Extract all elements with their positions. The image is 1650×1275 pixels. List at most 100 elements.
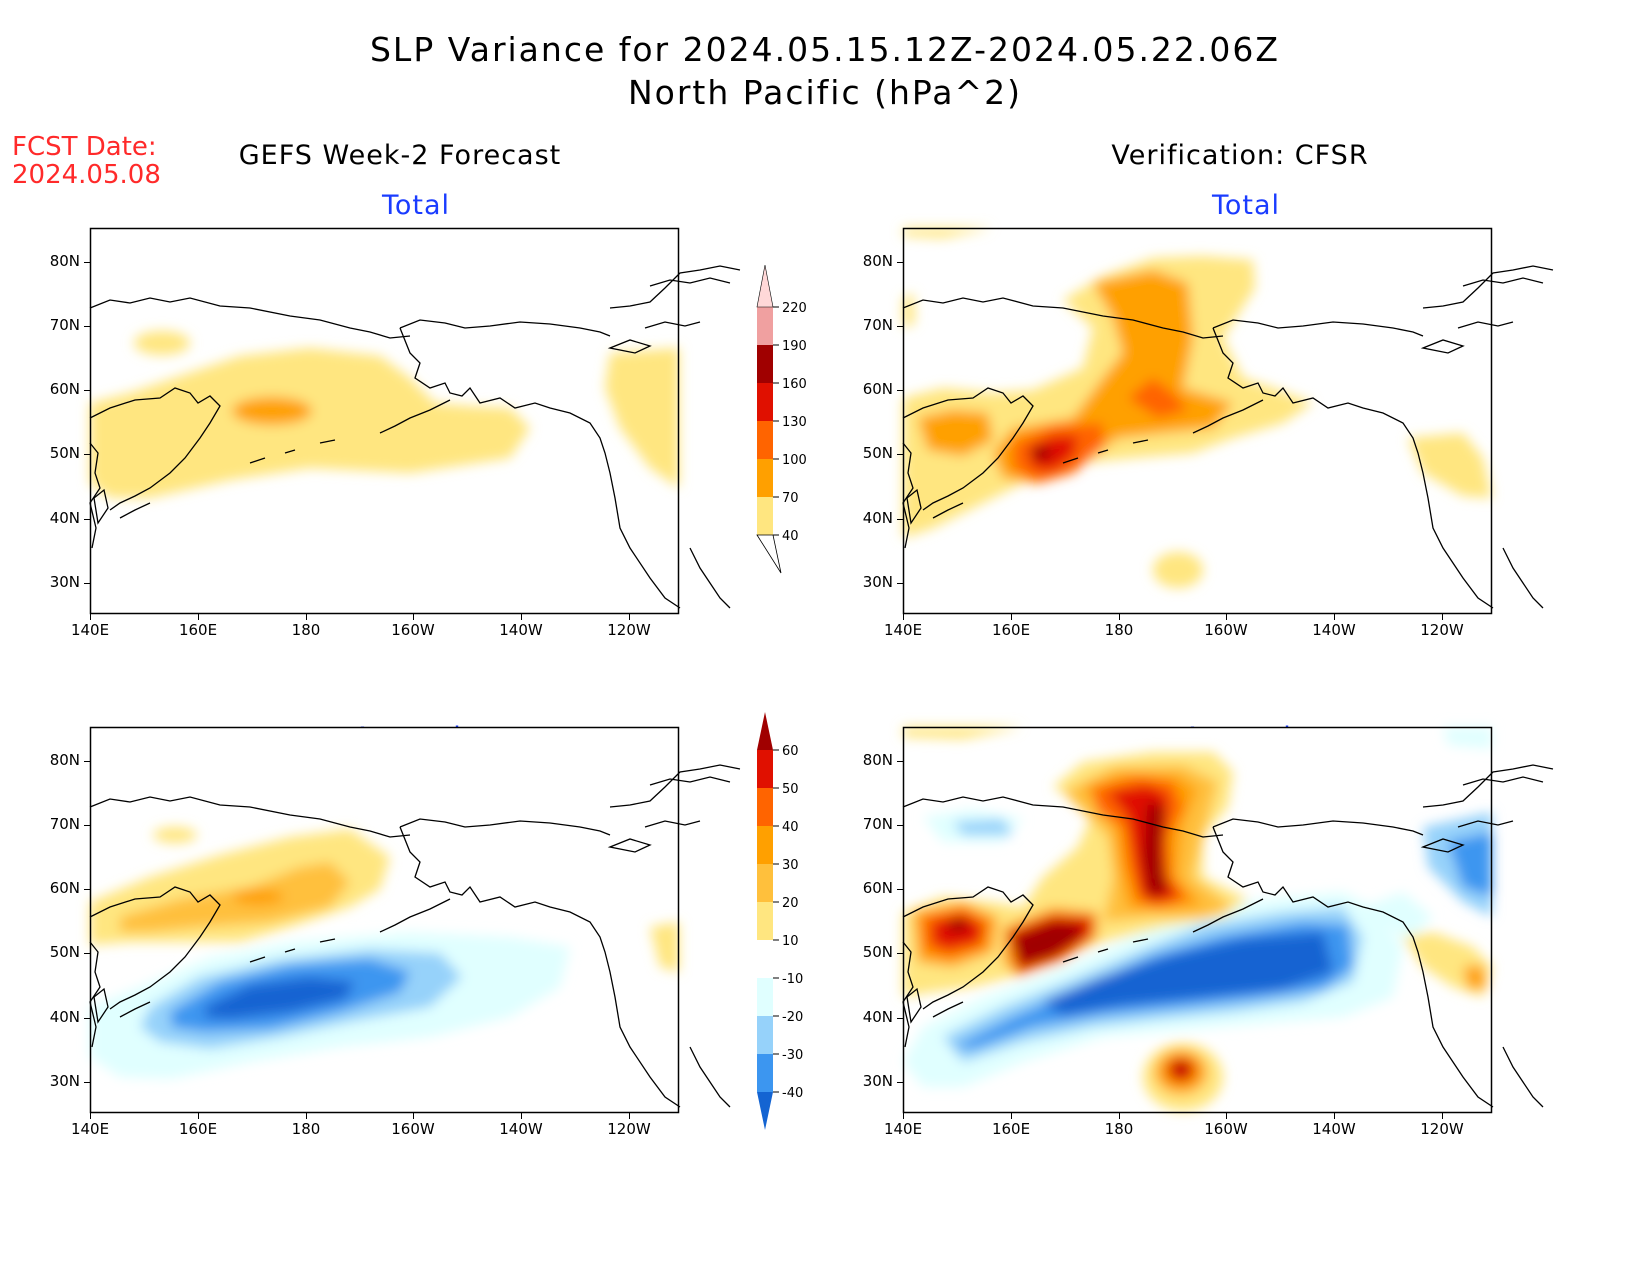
gefs-total-lon-tick: 160W — [391, 621, 435, 639]
cfsr-anomaly-lon-tick: 140W — [1312, 1120, 1356, 1138]
gefs-anomaly-lat-tick-mark — [84, 889, 90, 890]
total-colorbar-segment — [757, 497, 773, 535]
cfsr-total-lat-tick-mark — [897, 454, 903, 455]
anomaly-colorbar-segment — [757, 978, 773, 1016]
cfsr-anomaly-lon-tick: 160E — [991, 1120, 1031, 1138]
cfsr-anomaly-lat-tick-mark — [897, 825, 903, 826]
gefs-total-lon-tick-mark — [629, 614, 630, 620]
cfsr-total-lon-tick-mark — [1334, 614, 1335, 620]
gefs-anomaly-lat-tick: 70N — [49, 815, 80, 833]
anomaly-colorbar-segment — [757, 750, 773, 788]
gefs-anomaly-lon-tick: 160W — [391, 1120, 435, 1138]
gefs-total-lat-tick: 40N — [49, 509, 80, 527]
cfsr-total-lon-tick: 140W — [1312, 621, 1356, 639]
total-colorbar-level: 100 — [782, 453, 807, 468]
cfsr-total-lat-tick: 40N — [862, 509, 893, 527]
gefs-total-lat-tick: 30N — [49, 573, 80, 591]
anomaly-colorbar: 60 50 40 30 20 10 -10 -20 -30 -40 — [757, 712, 803, 1130]
gefs-anomaly-lon-tick: 120W — [607, 1120, 651, 1138]
total-colorbar: 40 70 100 130 160 190 220 — [756, 264, 807, 574]
cfsr-total-lon-tick-mark — [1442, 614, 1443, 620]
cfsr-anomaly-lon-tick: 120W — [1420, 1120, 1464, 1138]
anomaly-colorbar-segment — [757, 864, 773, 902]
gefs-total-lon-tick-mark — [90, 614, 91, 620]
cfsr-total-lat-tick: 70N — [862, 316, 893, 334]
gefs-total-lat-tick-mark — [84, 262, 90, 263]
cfsr-anomaly-lon-tick-mark — [1442, 1113, 1443, 1119]
fcst-date-value: 2024.05.08 — [12, 160, 161, 190]
gefs-total-lat-tick: 80N — [49, 252, 80, 270]
gefs-anomaly-lon-tick-mark — [90, 1113, 91, 1119]
cfsr-total-map — [902, 227, 1554, 615]
cfsr-total-lon-tick: 160W — [1204, 621, 1248, 639]
cfsr-column-title: Verification: CFSR — [1111, 140, 1369, 171]
total-colorbar-segment — [757, 459, 773, 497]
anomaly-colorbar-bottom-cap — [757, 1092, 773, 1130]
total-colorbar-bottom-cap — [756, 534, 782, 574]
gefs-anomaly-lat-tick: 50N — [49, 943, 80, 961]
gefs-anomaly-lat-tick: 30N — [49, 1072, 80, 1090]
cfsr-anomaly-lon-tick-mark — [1011, 1113, 1012, 1119]
gefs-anomaly-lat-tick-mark — [84, 1082, 90, 1083]
total-colorbar-cap — [756, 264, 774, 308]
cfsr-total-lon-tick-mark — [1119, 614, 1120, 620]
total-colorbar-level: 70 — [782, 491, 799, 506]
cfsr-anomaly-lon-tick-mark — [903, 1113, 904, 1119]
gefs-total-lon-tick: 160E — [178, 621, 218, 639]
gefs-anomaly-lon-tick: 140W — [499, 1120, 543, 1138]
cfsr-anomaly-lat-tick-mark — [897, 761, 903, 762]
total-colorbar-level: 220 — [782, 301, 807, 316]
cfsr-total-lat-tick-mark — [897, 326, 903, 327]
cfsr-anomaly-lat-tick-mark — [897, 1018, 903, 1019]
gefs-anomaly-lon-tick: 180 — [291, 1120, 321, 1138]
gefs-anomaly-lat-tick-mark — [84, 1018, 90, 1019]
cfsr-total-lat-tick: 60N — [862, 380, 893, 398]
cfsr-total-lat-tick-mark — [897, 519, 903, 520]
total-colorbar-level: 160 — [782, 377, 807, 392]
cfsr-total-lat-tick: 50N — [862, 444, 893, 462]
cfsr-total-lon-tick-mark — [903, 614, 904, 620]
cfsr-anomaly-lon-tick-mark — [1119, 1113, 1120, 1119]
anomaly-colorbar-segment — [757, 826, 773, 864]
gefs-total-lat-tick-mark — [84, 519, 90, 520]
total-colorbar-segment — [757, 307, 773, 345]
anomaly-colorbar-segment — [757, 788, 773, 826]
gefs-column-title: GEFS Week-2 Forecast — [238, 140, 562, 171]
anomaly-colorbar-level: 10 — [782, 934, 799, 949]
cfsr-total-lon-tick-mark — [1226, 614, 1227, 620]
gefs-anomaly-lon-tick-mark — [306, 1113, 307, 1119]
gefs-anomaly-lon-tick-mark — [521, 1113, 522, 1119]
cfsr-total-lat-tick-mark — [897, 390, 903, 391]
cfsr-total-lat-tick: 80N — [862, 252, 893, 270]
cfsr-anomaly-lon-tick: 180 — [1104, 1120, 1134, 1138]
gefs-anomaly-lon-tick: 140E — [70, 1120, 110, 1138]
anomaly-colorbar-level: 60 — [782, 744, 799, 759]
anomaly-colorbar-level: 50 — [782, 782, 799, 797]
gefs-anomaly-lat-tick: 40N — [49, 1008, 80, 1026]
cfsr-total-lon-tick-mark — [1011, 614, 1012, 620]
cfsr-anomaly-lon-tick: 160W — [1204, 1120, 1248, 1138]
gefs-anomaly-lat-tick-mark — [84, 953, 90, 954]
gefs-anomaly-lat-tick-mark — [84, 761, 90, 762]
gefs-anomaly-lat-tick: 60N — [49, 879, 80, 897]
gefs-total-lat-tick: 60N — [49, 380, 80, 398]
cfsr-total-lon-tick: 160E — [991, 621, 1031, 639]
gefs-total-lon-tick: 180 — [291, 621, 321, 639]
gefs-total-lon-tick: 140W — [499, 621, 543, 639]
gefs-anomaly-lon-tick: 160E — [178, 1120, 218, 1138]
anomaly-colorbar-segment — [757, 1054, 773, 1092]
gefs-anomaly-lat-tick: 80N — [49, 751, 80, 769]
anomaly-colorbar-top-cap — [757, 712, 773, 750]
anomaly-colorbar-segment — [757, 940, 773, 978]
anomaly-colorbar-segment — [757, 902, 773, 940]
cfsr-total-lat-tick-mark — [897, 583, 903, 584]
cfsr-anomaly-map — [902, 726, 1554, 1114]
anomaly-colorbar-level: -10 — [782, 972, 803, 987]
gefs-anomaly-lon-tick-mark — [413, 1113, 414, 1119]
cfsr-anomaly-lon-tick: 140E — [883, 1120, 923, 1138]
main-title: SLP Variance for 2024.05.15.12Z-2024.05.… — [369, 30, 1281, 69]
gefs-total-lat-tick-mark — [84, 454, 90, 455]
cfsr-anomaly-lon-tick-mark — [1334, 1113, 1335, 1119]
total-colorbar-segment — [757, 421, 773, 459]
cfsr-anomaly-lat-tick: 40N — [862, 1008, 893, 1026]
